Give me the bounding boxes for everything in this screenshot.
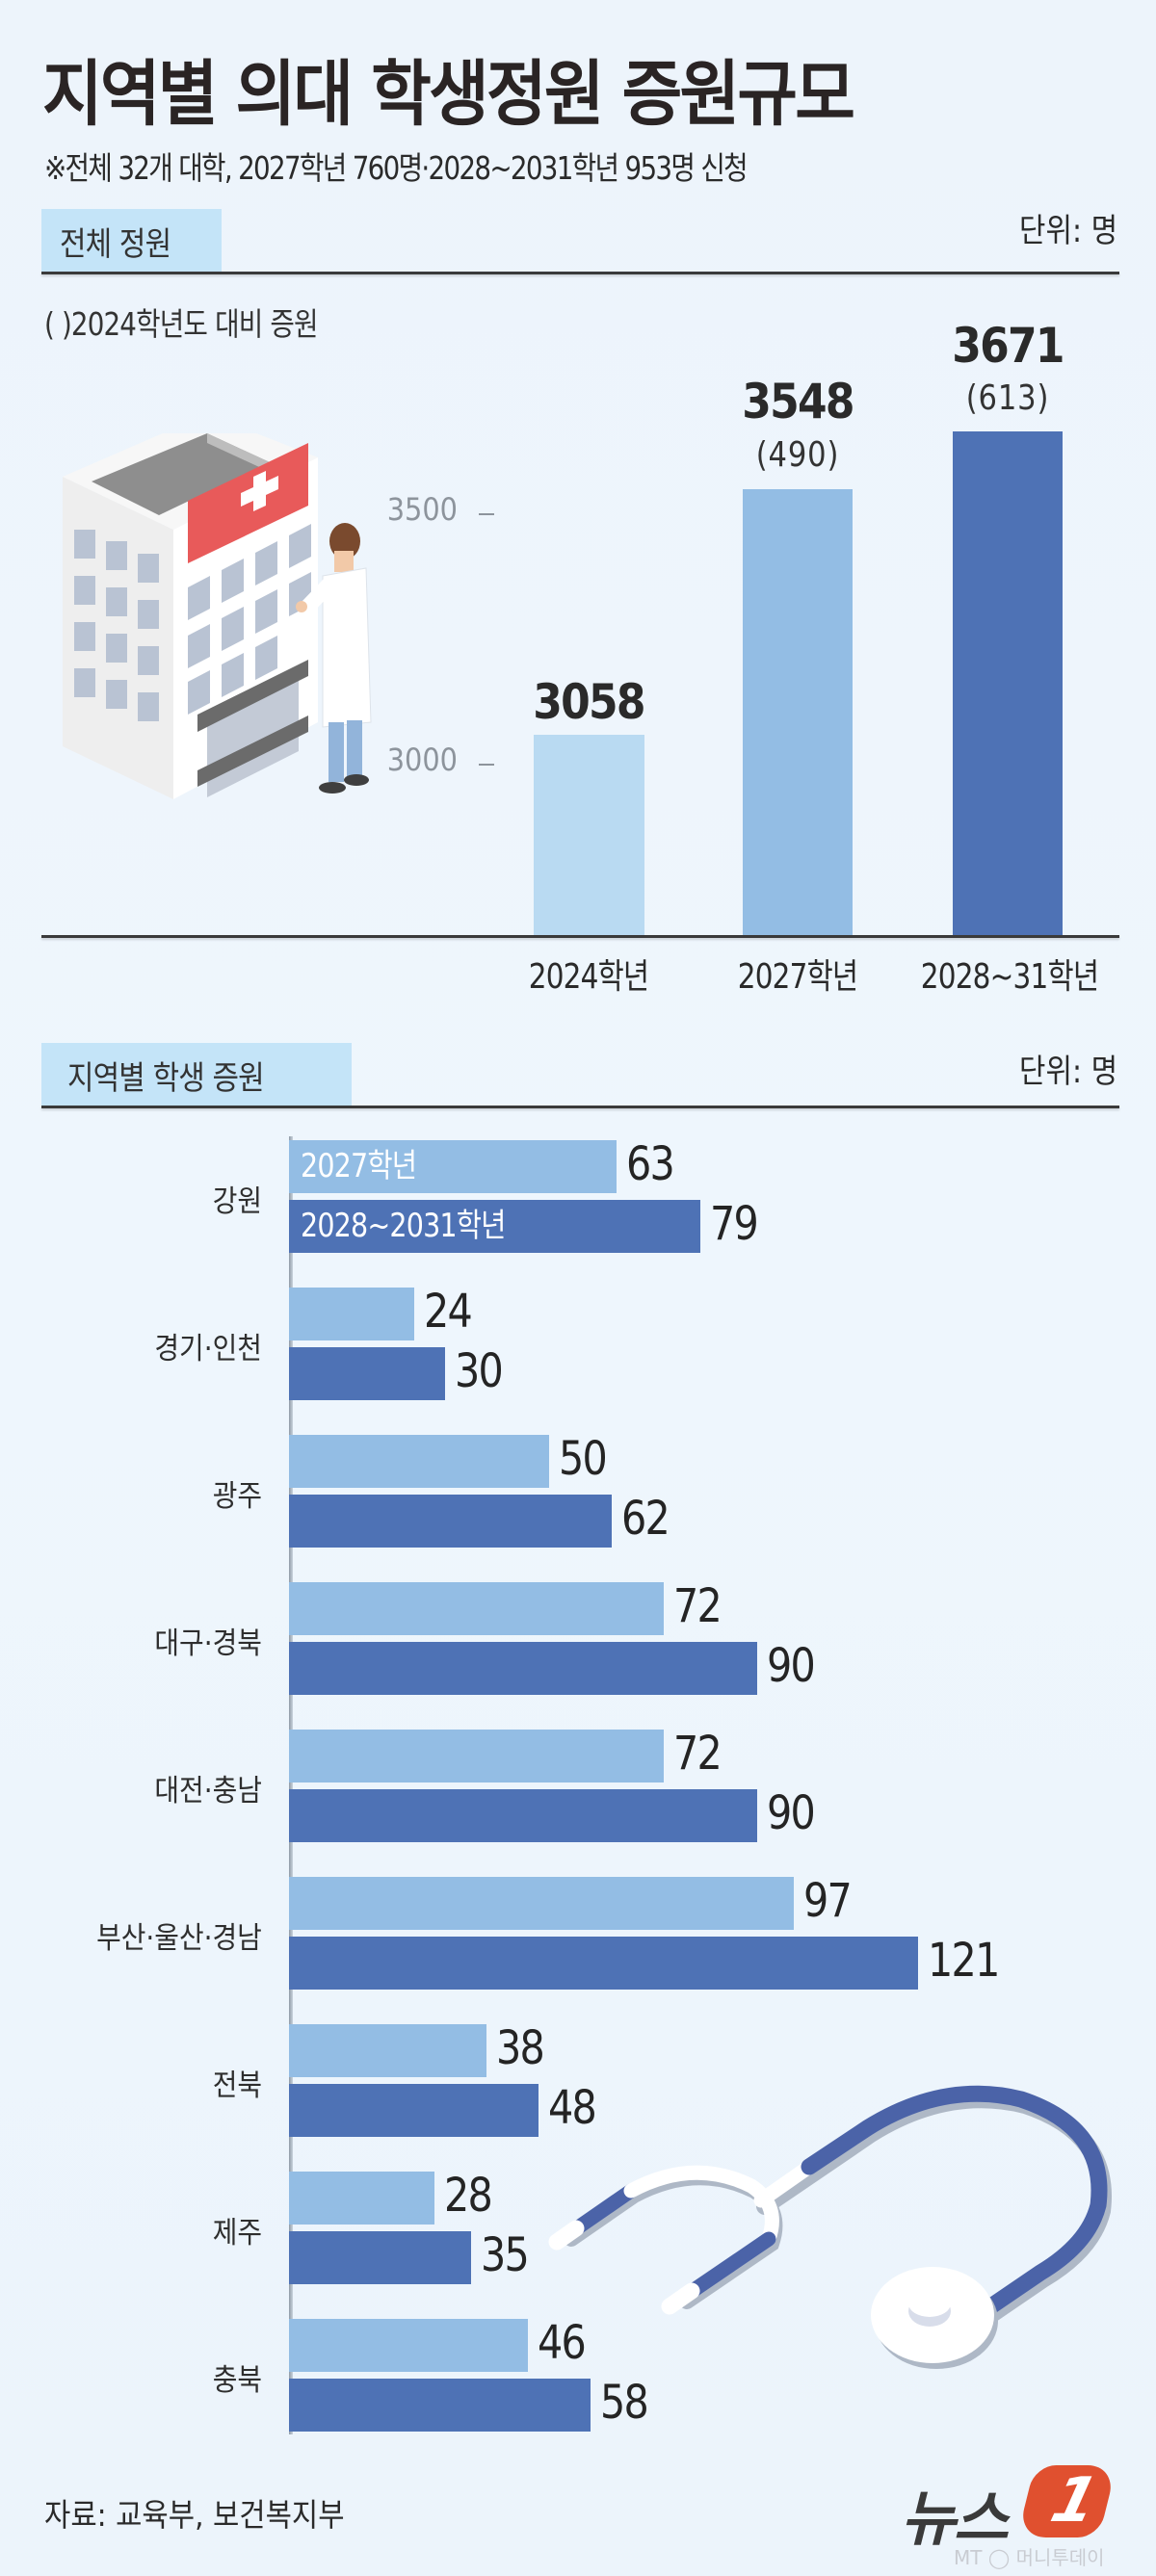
bar-2027	[289, 1582, 664, 1635]
region-label: 전북	[212, 2069, 262, 2103]
bar-2027	[289, 2024, 487, 2077]
logo-number: 1	[1043, 2465, 1105, 2537]
bar-value: 72	[672, 1727, 722, 1781]
bar-2024	[534, 735, 644, 936]
section2-divider	[41, 1106, 1119, 1108]
doctor-figure-icon	[296, 523, 372, 794]
region-label: 광주	[212, 1479, 262, 1514]
bar-value: 79	[709, 1197, 759, 1251]
bar-value: 24	[423, 1285, 473, 1339]
bar-2028-2031	[289, 1789, 757, 1842]
bar-2028-2031: 2028~2031학년	[289, 1200, 700, 1253]
subtitle-note: ※전체 32개 대학, 2027학년 760명·2028~2031학년 953명…	[44, 149, 749, 187]
bar-value: 35	[481, 2228, 530, 2282]
stethoscope-icon	[548, 2085, 1112, 2369]
bar-2028-2031	[289, 1347, 445, 1400]
bar-2027	[289, 1288, 414, 1340]
medical-cross-icon	[241, 471, 278, 511]
section1-label: 전체 정원	[60, 225, 171, 264]
bar-2028-2031	[289, 2084, 539, 2137]
bar-2028-2031	[289, 1937, 919, 1990]
section2-label: 지역별 학생 증원	[67, 1059, 265, 1098]
bar-2027	[289, 2319, 529, 2372]
bar-value: 58	[600, 2376, 649, 2430]
page-title: 지역별 의대 학생정원 증원규모	[42, 53, 855, 136]
region-label: 부산·울산·경남	[96, 1921, 262, 1956]
section2-unit: 단위: 명	[1018, 1053, 1117, 1091]
bar-2028-2031	[289, 1495, 612, 1548]
bar-2028-31	[953, 431, 1063, 936]
news1-logo: 뉴스 1 MT ◯ 머니투데이	[901, 2460, 1132, 2569]
region-label: 대구·경북	[154, 1626, 262, 1661]
section1-unit: 단위: 명	[1018, 212, 1117, 250]
region-label: 제주	[212, 2216, 262, 2251]
bar-value: 46	[538, 2316, 587, 2370]
bar-2028-2031	[289, 2231, 471, 2284]
section1-divider	[41, 272, 1119, 274]
ytick-3000: 3000	[386, 742, 458, 778]
series-legend-label: 2027학년	[301, 1147, 417, 1185]
ytick-3500-mark	[479, 513, 494, 515]
bar-2027: 2027학년	[289, 1140, 617, 1193]
region-label: 강원	[212, 1184, 262, 1219]
bar-2027	[289, 1877, 794, 1930]
bar-2028-31-increase: (613)	[965, 378, 1050, 418]
bar-2027	[289, 1730, 664, 1782]
bar-2024-value: 3058	[533, 674, 645, 730]
source-note: 자료: 교육부, 보건복지부	[44, 2496, 345, 2534]
ytick-3000-mark	[479, 764, 494, 766]
bar-value: 90	[767, 1639, 816, 1693]
xlabel-2027: 2027학년	[737, 957, 858, 997]
section1-note: ( )2024학년도 대비 증원	[44, 305, 319, 343]
bar-2027-increase: (490)	[755, 435, 840, 475]
region-label: 대전·충남	[154, 1774, 262, 1808]
section1-label-box	[41, 209, 222, 272]
region-label: 충북	[212, 2363, 262, 2398]
bar-value: 63	[626, 1137, 675, 1191]
bar-2027	[289, 1435, 549, 1488]
section2-label-box	[41, 1043, 352, 1106]
bar-value: 30	[455, 1344, 504, 1398]
bar-value: 62	[620, 1492, 670, 1546]
bar-value: 48	[548, 2081, 597, 2135]
bar-value: 90	[767, 1786, 816, 1840]
chart2-axis	[289, 1136, 293, 2434]
bar-value: 38	[496, 2021, 545, 2075]
bar-2028-2031	[289, 1642, 757, 1695]
hospital-building-icon	[63, 433, 318, 799]
bar-value: 72	[672, 1579, 722, 1633]
xlabel-2024: 2024학년	[528, 957, 649, 997]
bar-2027	[743, 489, 853, 936]
ytick-3500: 3500	[386, 491, 458, 528]
region-label: 경기·인천	[154, 1332, 262, 1366]
hospital-doctor-illustration	[63, 433, 372, 799]
chart1-baseline	[41, 935, 1119, 938]
series-legend-label: 2028~2031학년	[301, 1207, 506, 1245]
logo-badge: 1	[1016, 2465, 1117, 2537]
logo-text: 뉴스	[901, 2484, 1009, 2554]
bar-2027-value: 3548	[742, 374, 854, 429]
bar-value: 97	[802, 1874, 853, 1928]
bar-2028-31-value: 3671	[952, 318, 1064, 374]
logo-subtext: MT ◯ 머니투데이	[954, 2546, 1105, 2569]
xlabel-2028-31: 2028~31학년	[920, 957, 1099, 997]
bar-value: 50	[559, 1432, 608, 1486]
bar-value: 28	[444, 2169, 493, 2223]
bar-value: 121	[928, 1934, 1000, 1988]
bar-2028-2031	[289, 2379, 591, 2432]
bar-2027	[289, 2172, 435, 2225]
